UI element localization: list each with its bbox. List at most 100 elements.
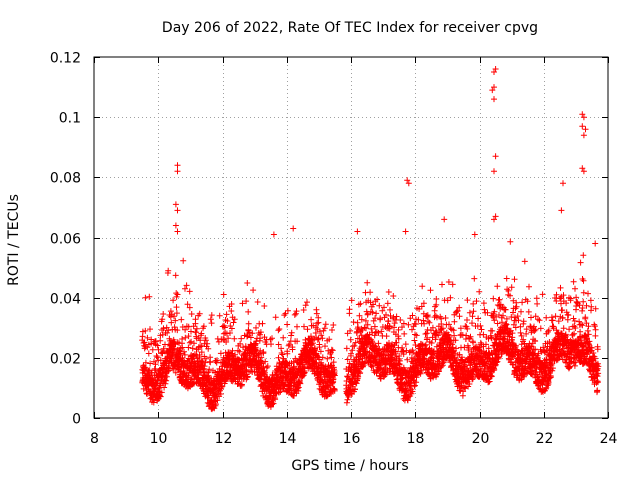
x-axis-title: GPS time / hours bbox=[291, 458, 408, 474]
data-point bbox=[424, 334, 431, 341]
data-point bbox=[223, 311, 230, 318]
data-point bbox=[165, 267, 172, 274]
data-point bbox=[217, 350, 224, 357]
data-point bbox=[536, 317, 543, 324]
data-point bbox=[223, 330, 230, 337]
data-point bbox=[174, 162, 181, 169]
data-point bbox=[457, 387, 464, 394]
data-point bbox=[525, 308, 532, 315]
data-point bbox=[370, 317, 377, 324]
data-point bbox=[198, 330, 205, 337]
data-point bbox=[400, 351, 407, 358]
data-point bbox=[301, 323, 307, 330]
data-point bbox=[173, 310, 180, 317]
data-point bbox=[357, 300, 364, 307]
data-point bbox=[494, 320, 501, 327]
data-point bbox=[318, 332, 325, 339]
data-point bbox=[227, 330, 233, 336]
data-point bbox=[204, 340, 211, 347]
data-point bbox=[185, 344, 192, 351]
data-point bbox=[410, 349, 416, 356]
data-point bbox=[188, 311, 195, 317]
data-point bbox=[160, 325, 167, 332]
data-point bbox=[385, 289, 392, 295]
data-point bbox=[537, 325, 544, 332]
data-point bbox=[411, 382, 418, 389]
data-point bbox=[308, 316, 315, 323]
data-point bbox=[228, 301, 235, 307]
data-point bbox=[456, 304, 463, 311]
data-point bbox=[402, 228, 409, 235]
data-point bbox=[159, 316, 166, 323]
data-point bbox=[502, 306, 509, 313]
data-point bbox=[347, 327, 354, 334]
x-tick-label: 10 bbox=[150, 431, 168, 447]
data-point bbox=[399, 344, 406, 351]
data-point bbox=[149, 375, 156, 382]
data-point bbox=[189, 345, 196, 352]
data-point bbox=[517, 323, 524, 330]
data-point bbox=[391, 320, 398, 327]
data-point bbox=[368, 325, 375, 332]
data-point bbox=[331, 372, 338, 379]
data-point bbox=[429, 324, 436, 331]
data-point bbox=[270, 231, 277, 238]
data-point bbox=[163, 377, 170, 384]
data-point bbox=[499, 319, 505, 326]
data-point bbox=[171, 313, 177, 320]
data-point bbox=[260, 349, 267, 356]
data-point bbox=[146, 293, 153, 300]
data-point bbox=[155, 346, 162, 353]
data-point bbox=[291, 311, 298, 318]
data-point bbox=[355, 324, 361, 331]
data-point bbox=[288, 332, 295, 339]
data-point bbox=[262, 358, 269, 365]
data-point bbox=[395, 326, 402, 333]
data-point bbox=[570, 278, 577, 285]
data-point bbox=[153, 353, 160, 359]
data-point bbox=[447, 359, 454, 366]
data-point bbox=[560, 325, 567, 332]
data-point bbox=[421, 320, 428, 327]
data-point bbox=[174, 291, 181, 298]
data-point bbox=[415, 316, 422, 323]
data-point bbox=[449, 281, 456, 288]
data-point bbox=[158, 389, 165, 396]
data-point bbox=[151, 365, 158, 372]
data-point bbox=[419, 283, 426, 290]
x-tick-labels: 8 10 12 14 16 18 20 22 24 bbox=[90, 431, 617, 447]
data-point bbox=[346, 306, 353, 313]
data-point bbox=[231, 316, 238, 323]
data-point bbox=[404, 177, 411, 184]
data-point bbox=[352, 339, 359, 346]
data-point bbox=[491, 96, 497, 103]
data-point bbox=[292, 310, 299, 317]
data-point bbox=[548, 314, 555, 321]
data-point bbox=[217, 391, 224, 397]
data-point bbox=[229, 347, 236, 354]
data-point bbox=[174, 168, 181, 175]
data-point bbox=[238, 335, 245, 342]
data-point bbox=[364, 321, 371, 328]
data-point bbox=[195, 344, 202, 351]
data-point bbox=[170, 297, 177, 304]
data-point bbox=[421, 355, 428, 362]
data-point bbox=[223, 339, 230, 345]
data-point bbox=[315, 319, 322, 326]
data-point bbox=[383, 311, 389, 318]
data-point bbox=[454, 307, 461, 314]
data-point bbox=[428, 340, 435, 346]
data-point bbox=[376, 302, 383, 309]
data-point bbox=[464, 325, 471, 332]
data-point bbox=[493, 359, 500, 366]
x-tick-label: 12 bbox=[215, 431, 233, 447]
data-point bbox=[250, 287, 257, 294]
data-point bbox=[413, 374, 420, 381]
data-point bbox=[202, 337, 209, 344]
data-point bbox=[444, 297, 451, 304]
data-point bbox=[183, 282, 190, 289]
data-point bbox=[157, 393, 164, 400]
data-point bbox=[434, 314, 440, 321]
data-point bbox=[182, 285, 188, 292]
data-point bbox=[257, 335, 264, 342]
